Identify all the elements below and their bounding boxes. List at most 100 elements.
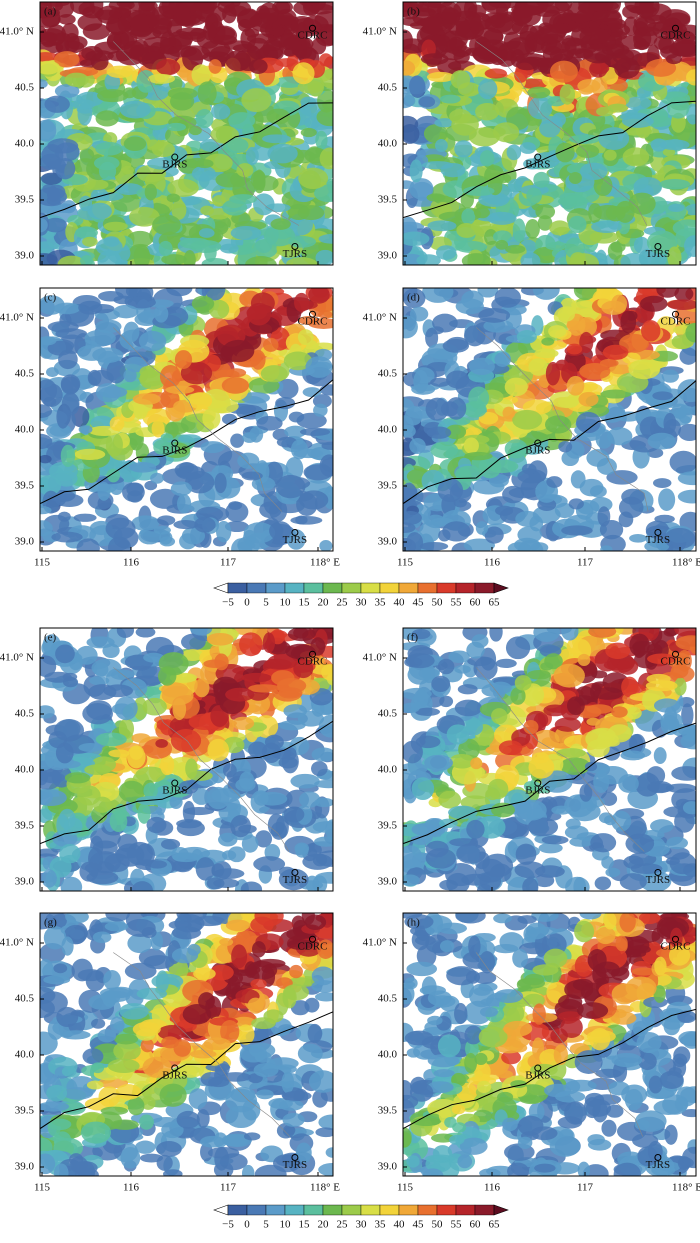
echo <box>430 442 458 459</box>
echo <box>203 659 226 667</box>
echo <box>124 137 147 151</box>
echo <box>313 821 342 833</box>
echo <box>229 194 257 204</box>
echo <box>422 281 453 303</box>
echo <box>439 880 458 891</box>
echo <box>294 293 309 312</box>
echo <box>456 843 486 863</box>
echo <box>405 406 423 425</box>
echo <box>160 1084 187 1107</box>
echo <box>662 370 679 383</box>
echo <box>505 245 525 254</box>
lat-label: 39.5 <box>378 480 398 492</box>
echo <box>298 168 328 189</box>
echo <box>527 670 551 680</box>
echo <box>230 815 251 837</box>
echo <box>167 194 180 203</box>
echo <box>409 75 425 97</box>
echo <box>529 358 549 375</box>
echo <box>117 623 134 638</box>
echo <box>399 232 430 246</box>
echo <box>199 228 215 238</box>
lon-label: 116 <box>484 557 501 569</box>
lat-label: 40.0 <box>378 138 398 150</box>
echo <box>487 212 517 225</box>
echo <box>225 688 254 702</box>
echo <box>586 449 609 467</box>
echo <box>246 147 259 165</box>
echo <box>319 540 332 552</box>
echo <box>115 848 141 859</box>
echo <box>502 486 524 503</box>
echo <box>254 791 269 805</box>
echo <box>148 74 175 84</box>
echo <box>89 676 109 685</box>
echo <box>499 740 523 755</box>
echo <box>525 219 540 239</box>
echo <box>38 336 56 345</box>
lat-label: 39.5 <box>15 480 35 492</box>
echo <box>543 34 564 43</box>
echo <box>123 369 136 383</box>
echo <box>625 834 654 854</box>
echo <box>409 438 425 454</box>
echo <box>36 241 55 252</box>
lat-label: 39.0 <box>378 876 398 888</box>
echo <box>478 308 510 323</box>
echo <box>97 482 110 501</box>
echo <box>579 784 592 802</box>
echo <box>567 376 585 396</box>
echo <box>523 720 538 734</box>
echo <box>298 329 314 345</box>
echo <box>152 142 175 157</box>
echo <box>667 299 698 310</box>
station-label: TJRS <box>283 534 307 546</box>
echo <box>173 5 191 26</box>
echo <box>495 240 508 250</box>
echo <box>421 53 449 65</box>
echo <box>607 427 632 445</box>
echo <box>549 220 570 235</box>
echo <box>241 88 271 112</box>
echo <box>262 743 281 763</box>
echo <box>83 1048 104 1064</box>
station-label: BJRS <box>162 445 187 457</box>
radar-field <box>387 0 700 274</box>
echo <box>462 253 491 269</box>
echo <box>107 360 126 384</box>
panel-label: (f) <box>407 632 418 644</box>
echo <box>200 1136 225 1148</box>
echo <box>519 31 536 40</box>
echo <box>478 79 497 100</box>
echo <box>533 280 560 300</box>
lon-label: 117 <box>220 557 237 569</box>
echo <box>290 516 322 525</box>
echo <box>173 520 198 529</box>
echo <box>300 428 330 436</box>
station-label: TJRS <box>646 874 670 886</box>
echo <box>579 27 609 44</box>
echo <box>271 670 294 685</box>
echo <box>271 218 291 230</box>
station-label: TJRS <box>283 248 307 260</box>
echo <box>582 382 598 391</box>
echo <box>314 798 334 807</box>
echo <box>120 101 151 119</box>
echo <box>41 33 56 47</box>
echo <box>593 687 623 700</box>
echo <box>554 664 585 688</box>
echo <box>604 150 617 161</box>
echo <box>93 663 108 677</box>
echo <box>432 314 458 333</box>
echo <box>431 676 450 692</box>
echo <box>171 481 192 496</box>
echo <box>527 87 550 99</box>
echo <box>56 405 69 429</box>
echo <box>170 795 183 809</box>
echo <box>213 878 239 888</box>
echo <box>284 807 305 823</box>
echo <box>535 204 555 219</box>
echo <box>420 542 448 551</box>
echo <box>622 5 640 19</box>
lon-label: 115 <box>34 557 51 569</box>
